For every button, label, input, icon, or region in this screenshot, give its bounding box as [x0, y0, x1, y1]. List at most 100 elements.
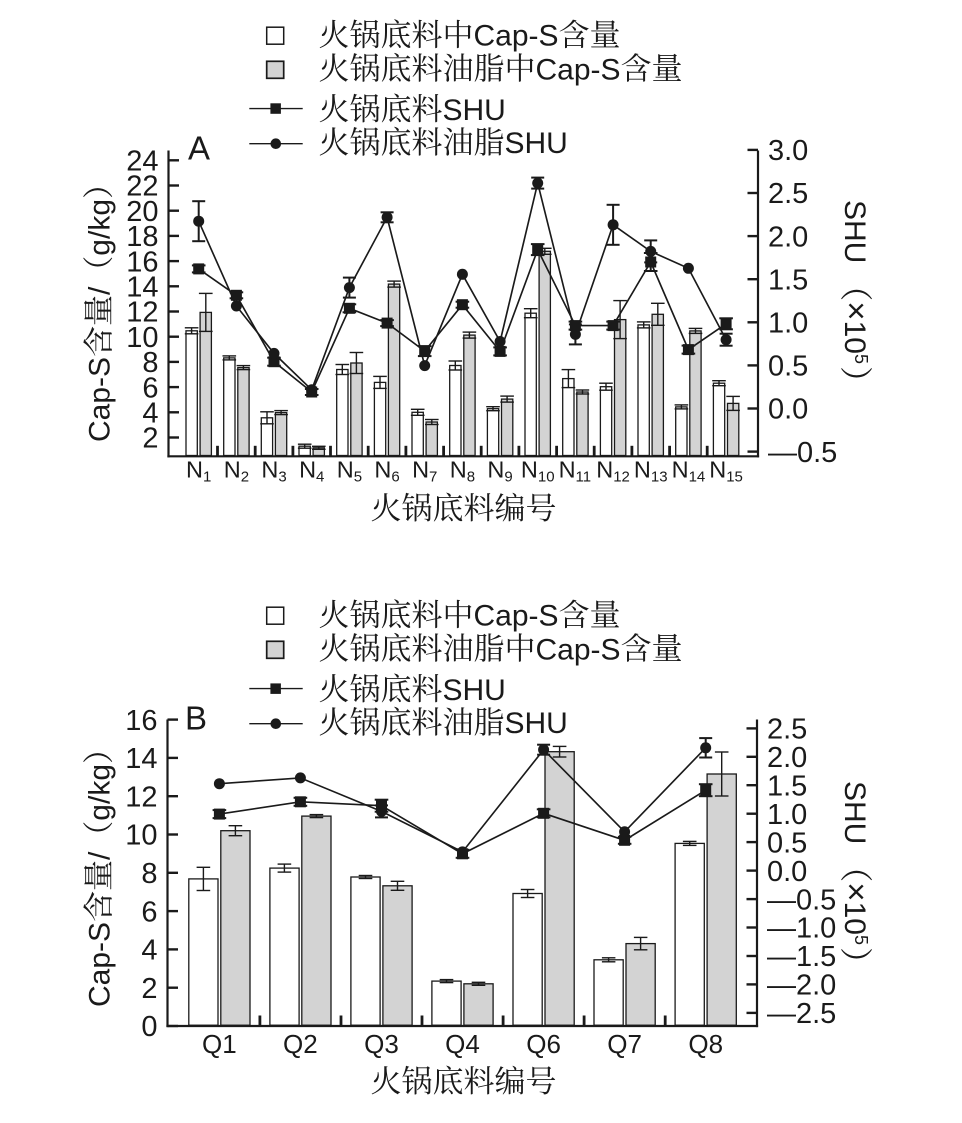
svg-text:N: N	[374, 457, 391, 483]
svg-text:N: N	[261, 457, 278, 483]
svg-text:4: 4	[142, 398, 158, 430]
svg-text:10: 10	[538, 469, 555, 486]
svg-text:0.5: 0.5	[767, 827, 807, 859]
svg-text:SHU: SHU	[505, 707, 568, 740]
svg-text:N: N	[559, 457, 576, 483]
svg-text:14: 14	[126, 272, 158, 304]
svg-text:6: 6	[391, 469, 399, 486]
svg-text:B: B	[185, 700, 207, 737]
svg-text:Q8: Q8	[688, 1029, 723, 1059]
svg-text:N: N	[521, 457, 538, 483]
svg-text:/: /	[84, 851, 117, 860]
svg-text:Q6: Q6	[526, 1029, 561, 1059]
svg-text:0.0: 0.0	[768, 394, 808, 426]
svg-text:18: 18	[126, 221, 158, 253]
svg-text:14: 14	[125, 743, 157, 775]
svg-text:Q3: Q3	[364, 1029, 399, 1059]
svg-text:2.0: 2.0	[768, 221, 808, 253]
svg-text:1.5: 1.5	[768, 264, 808, 296]
svg-text:—2.5: —2.5	[767, 998, 836, 1030]
svg-text:12: 12	[125, 781, 157, 813]
svg-text:2.5: 2.5	[768, 178, 808, 210]
svg-text:N: N	[337, 457, 354, 483]
svg-text:1.0: 1.0	[767, 799, 807, 831]
svg-text:0: 0	[141, 1011, 157, 1043]
svg-text:Cap-S: Cap-S	[84, 922, 117, 1007]
svg-text:—2.0: —2.0	[767, 970, 836, 1002]
svg-text:5: 5	[354, 469, 362, 486]
svg-text:1.0: 1.0	[768, 308, 808, 340]
svg-text:N: N	[709, 457, 726, 483]
svg-text:7: 7	[429, 469, 437, 486]
svg-text:N: N	[634, 457, 651, 483]
svg-text:SHU: SHU	[443, 674, 506, 707]
svg-text:Cap-S: Cap-S	[474, 600, 559, 633]
svg-text:16: 16	[126, 246, 158, 278]
svg-text:SHU: SHU	[443, 94, 506, 127]
svg-text:—0.5: —0.5	[768, 437, 837, 469]
svg-text:Cap-S: Cap-S	[84, 357, 117, 442]
svg-text:24: 24	[126, 146, 158, 178]
svg-text:12: 12	[613, 469, 630, 486]
svg-text:1: 1	[203, 469, 211, 486]
svg-text:10: 10	[838, 902, 871, 935]
svg-text:N: N	[596, 457, 613, 483]
svg-text:5: 5	[851, 354, 871, 364]
svg-text:8: 8	[142, 347, 158, 379]
svg-text:9: 9	[504, 469, 512, 486]
svg-text:10: 10	[125, 820, 157, 852]
svg-text:0.5: 0.5	[768, 351, 808, 383]
svg-text:Cap-S: Cap-S	[474, 20, 559, 53]
svg-text:10: 10	[838, 321, 871, 354]
svg-text:—1.0: —1.0	[767, 913, 836, 945]
svg-text:22: 22	[126, 171, 158, 203]
svg-text:Q2: Q2	[283, 1029, 318, 1059]
svg-text:2: 2	[141, 973, 157, 1005]
svg-text:A: A	[188, 130, 210, 167]
svg-text:1.5: 1.5	[767, 771, 807, 803]
svg-text:20: 20	[126, 196, 158, 228]
svg-text:Cap-S: Cap-S	[536, 53, 621, 86]
svg-text:4: 4	[141, 935, 157, 967]
svg-text:8: 8	[467, 469, 475, 486]
svg-text:—0.5: —0.5	[767, 884, 836, 916]
svg-text:Q7: Q7	[607, 1029, 642, 1059]
svg-text:SHU: SHU	[838, 200, 871, 263]
svg-text:×: ×	[838, 301, 875, 320]
svg-text:SHU: SHU	[505, 127, 568, 160]
svg-text:6: 6	[141, 896, 157, 928]
svg-text:N: N	[487, 457, 504, 483]
svg-text:N: N	[186, 457, 203, 483]
svg-text:2.0: 2.0	[767, 742, 807, 774]
svg-text:2.5: 2.5	[767, 714, 807, 746]
svg-text:11: 11	[576, 469, 592, 486]
svg-text:N: N	[450, 457, 467, 483]
svg-text:2: 2	[142, 423, 158, 455]
svg-text:0.0: 0.0	[767, 856, 807, 888]
svg-text:/: /	[84, 286, 117, 295]
svg-text:3: 3	[278, 469, 286, 486]
svg-text:×: ×	[838, 882, 875, 901]
svg-text:2: 2	[241, 469, 249, 486]
svg-text:N: N	[224, 457, 241, 483]
svg-text:10: 10	[126, 322, 158, 354]
svg-text:—1.5: —1.5	[767, 941, 836, 973]
svg-text:13: 13	[651, 469, 668, 486]
svg-text:8: 8	[141, 858, 157, 890]
svg-text:SHU: SHU	[838, 781, 871, 844]
svg-text:4: 4	[316, 469, 324, 486]
svg-text:g/kg: g/kg	[84, 199, 117, 256]
svg-text:5: 5	[851, 935, 871, 945]
svg-text:g/kg: g/kg	[84, 764, 117, 821]
svg-text:6: 6	[142, 372, 158, 404]
svg-text:N: N	[672, 457, 689, 483]
svg-text:3.0: 3.0	[768, 135, 808, 167]
svg-text:12: 12	[126, 297, 158, 329]
svg-text:Q4: Q4	[445, 1029, 480, 1059]
svg-text:15: 15	[726, 469, 743, 486]
svg-text:Q1: Q1	[202, 1029, 237, 1059]
svg-text:Cap-S: Cap-S	[536, 633, 621, 666]
svg-text:14: 14	[689, 469, 706, 486]
svg-text:N: N	[412, 457, 429, 483]
svg-text:16: 16	[125, 705, 157, 737]
